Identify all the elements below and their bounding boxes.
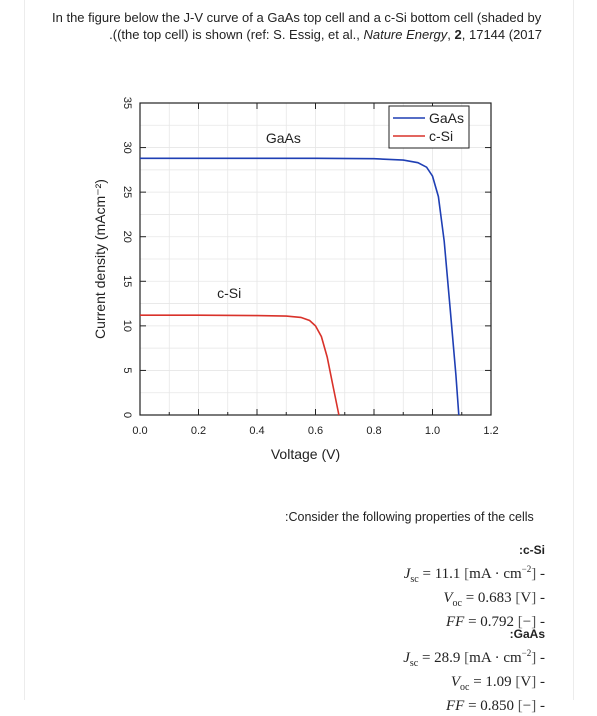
- series-line-gaas: [140, 157, 460, 416]
- chart-annotation: c-Si: [217, 285, 241, 301]
- y-tick-label: 35: [121, 97, 133, 109]
- cell-properties-gaas: :GaAs Jsc = 28.9 [mA · cm−2] - Voc = 1.0…: [403, 625, 545, 716]
- y-tick-label: 25: [121, 186, 133, 198]
- x-tick-label: 1.2: [483, 425, 498, 437]
- jsc-line: Jsc = 11.1 [mA · cm−2] -: [403, 564, 545, 585]
- legend-label: c-Si: [429, 128, 453, 144]
- y-tick-label: 5: [121, 367, 133, 373]
- journal-name: Nature Energy: [363, 27, 448, 42]
- cell-name: :GaAs: [509, 627, 545, 641]
- cell-properties-c-si: :c-Si Jsc = 11.1 [mA · cm−2] - Voc = 0.6…: [404, 541, 545, 632]
- y-tick-label: 15: [121, 275, 133, 287]
- jsc-line: Jsc = 28.9 [mA · cm−2] -: [403, 648, 545, 669]
- y-tick-label: 10: [121, 320, 133, 332]
- intro-line-2: .((the top cell) is shown (ref: S. Essig…: [109, 27, 542, 42]
- voc-line: Voc = 1.09 [V] -: [450, 674, 545, 693]
- jv-chart: 0.0 0.2 0.4 0.6 0.8 1.0 1.2 0 5 10 15 20 25 30 35 Volta…: [92, 97, 499, 462]
- question-card: [24, 0, 574, 700]
- y-tick-label: 30: [121, 141, 133, 153]
- x-tick-label: 0.2: [191, 425, 206, 437]
- y-axis-title: Current density (mAcm⁻²): [92, 179, 108, 339]
- y-tick-label: 20: [121, 231, 133, 243]
- journal-volume: 2: [454, 27, 462, 42]
- ff-line: FF = 0.792 [−] -: [445, 614, 545, 630]
- x-tick-label: 0.8: [366, 425, 381, 437]
- legend-label: GaAs: [429, 110, 464, 126]
- x-tick-label: 1.0: [425, 425, 440, 437]
- cell-name: :c-Si: [518, 543, 545, 557]
- y-tick-label: 0: [121, 412, 133, 418]
- properties-heading: :Consider the following properties of th…: [285, 510, 534, 524]
- plot-frame: [139, 102, 492, 416]
- chart-annotation: GaAs: [266, 130, 301, 146]
- x-tick-label: 0.6: [308, 425, 323, 437]
- x-tick-label: 0.4: [249, 425, 264, 437]
- x-axis-title: Voltage (V): [271, 446, 340, 462]
- x-tick-label: 0.0: [132, 425, 147, 437]
- intro-line-1: In the figure below the J-V curve of a G…: [52, 10, 542, 25]
- voc-line: Voc = 0.683 [V] -: [443, 590, 545, 609]
- legend-box: [388, 105, 470, 149]
- series-line-c-si: [140, 314, 340, 416]
- question-intro: In the figure below the J-V curve of a G…: [52, 9, 552, 43]
